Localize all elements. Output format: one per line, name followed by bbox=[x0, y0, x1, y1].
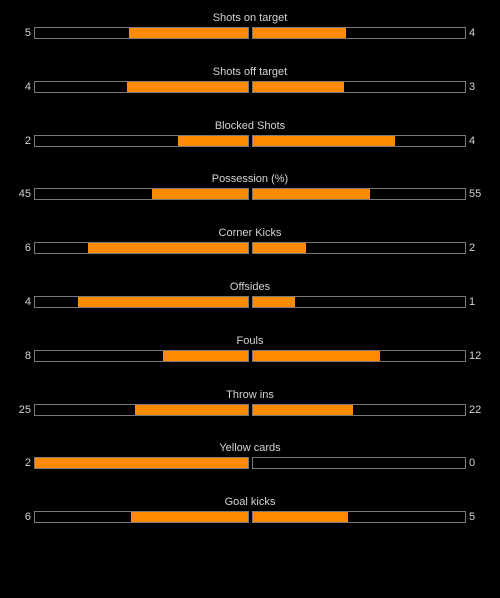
home-bar bbox=[34, 80, 249, 93]
home-value: 4 bbox=[24, 80, 31, 93]
away-bar bbox=[252, 403, 466, 416]
stat-label: Blocked Shots bbox=[214, 119, 286, 132]
stat-label: Throw ins bbox=[226, 388, 274, 401]
away-bar-fill bbox=[253, 81, 345, 92]
stat-label: Offsides bbox=[229, 280, 271, 293]
away-value: 55 bbox=[469, 188, 482, 201]
away-value: 4 bbox=[469, 134, 476, 147]
away-value: 12 bbox=[469, 349, 482, 362]
home-value: 6 bbox=[24, 511, 31, 524]
home-bar bbox=[34, 457, 249, 470]
away-value: 3 bbox=[469, 80, 476, 93]
away-bar-fill bbox=[253, 404, 353, 415]
match-stats-panel: Shots on target 5 4 Shots off target 4 3… bbox=[0, 11, 500, 549]
stat-label: Yellow cards bbox=[219, 442, 281, 455]
stat-row-possession: Possession (%) 45 55 bbox=[0, 172, 500, 226]
stat-row-goal-kicks: Goal kicks 6 5 bbox=[0, 495, 500, 549]
home-bar-fill bbox=[35, 458, 248, 469]
stat-row-fouls: Fouls 8 12 bbox=[0, 334, 500, 388]
home-bar bbox=[34, 511, 249, 524]
home-value: 25 bbox=[18, 403, 31, 416]
stat-row-yellow-cards: Yellow cards 2 0 bbox=[0, 441, 500, 495]
stat-label: Shots on target bbox=[212, 12, 288, 24]
home-value: 8 bbox=[24, 349, 31, 362]
home-bar-fill bbox=[128, 28, 248, 38]
home-value: 2 bbox=[24, 134, 31, 147]
stat-label: Possession (%) bbox=[211, 173, 289, 186]
home-bar-fill bbox=[152, 189, 248, 200]
stat-row-throw-ins: Throw ins 25 22 bbox=[0, 388, 500, 442]
away-bar-fill bbox=[253, 189, 370, 200]
away-bar bbox=[252, 242, 466, 255]
home-value: 45 bbox=[18, 188, 31, 201]
home-bar bbox=[34, 27, 249, 39]
home-value: 6 bbox=[24, 242, 31, 255]
away-bar bbox=[252, 349, 466, 362]
away-bar bbox=[252, 80, 466, 93]
away-value: 22 bbox=[469, 403, 482, 416]
stat-row-corner-kicks: Corner Kicks 6 2 bbox=[0, 226, 500, 280]
away-bar bbox=[252, 27, 466, 39]
home-bar-fill bbox=[77, 296, 248, 307]
home-bar-fill bbox=[130, 512, 248, 523]
away-bar bbox=[252, 511, 466, 524]
away-bar bbox=[252, 188, 466, 201]
away-value: 5 bbox=[469, 511, 476, 524]
away-bar-fill bbox=[253, 296, 296, 307]
home-bar-fill bbox=[162, 350, 248, 361]
home-bar-fill bbox=[177, 135, 248, 146]
home-bar bbox=[34, 403, 249, 416]
away-bar-fill bbox=[253, 512, 349, 523]
stat-label: Goal kicks bbox=[224, 496, 276, 509]
away-bar-fill bbox=[253, 135, 396, 146]
home-bar-fill bbox=[126, 81, 248, 92]
away-bar-fill bbox=[253, 350, 381, 361]
away-bar bbox=[252, 457, 466, 470]
away-bar bbox=[252, 295, 466, 308]
stat-row-shots-off-target: Shots off target 4 3 bbox=[0, 65, 500, 119]
home-bar bbox=[34, 242, 249, 255]
away-value: 4 bbox=[469, 27, 476, 39]
away-bar bbox=[252, 134, 466, 147]
stat-label: Corner Kicks bbox=[218, 227, 282, 240]
home-bar bbox=[34, 295, 249, 308]
away-bar-fill bbox=[253, 243, 306, 254]
home-bar bbox=[34, 188, 249, 201]
away-value: 2 bbox=[469, 242, 476, 255]
home-value: 2 bbox=[24, 457, 31, 470]
home-bar bbox=[34, 349, 249, 362]
stat-label: Shots off target bbox=[212, 65, 288, 78]
home-bar-fill bbox=[88, 243, 248, 254]
away-bar-fill bbox=[253, 28, 347, 38]
stat-label: Fouls bbox=[236, 334, 264, 347]
home-bar bbox=[34, 134, 249, 147]
home-bar-fill bbox=[135, 404, 248, 415]
stat-row-shots-on-target: Shots on target 5 4 bbox=[0, 11, 500, 65]
home-value: 5 bbox=[24, 27, 31, 39]
stat-row-offsides: Offsides 4 1 bbox=[0, 280, 500, 334]
stat-row-blocked-shots: Blocked Shots 2 4 bbox=[0, 119, 500, 173]
home-value: 4 bbox=[24, 295, 31, 308]
away-value: 1 bbox=[469, 295, 476, 308]
away-value: 0 bbox=[469, 457, 476, 470]
